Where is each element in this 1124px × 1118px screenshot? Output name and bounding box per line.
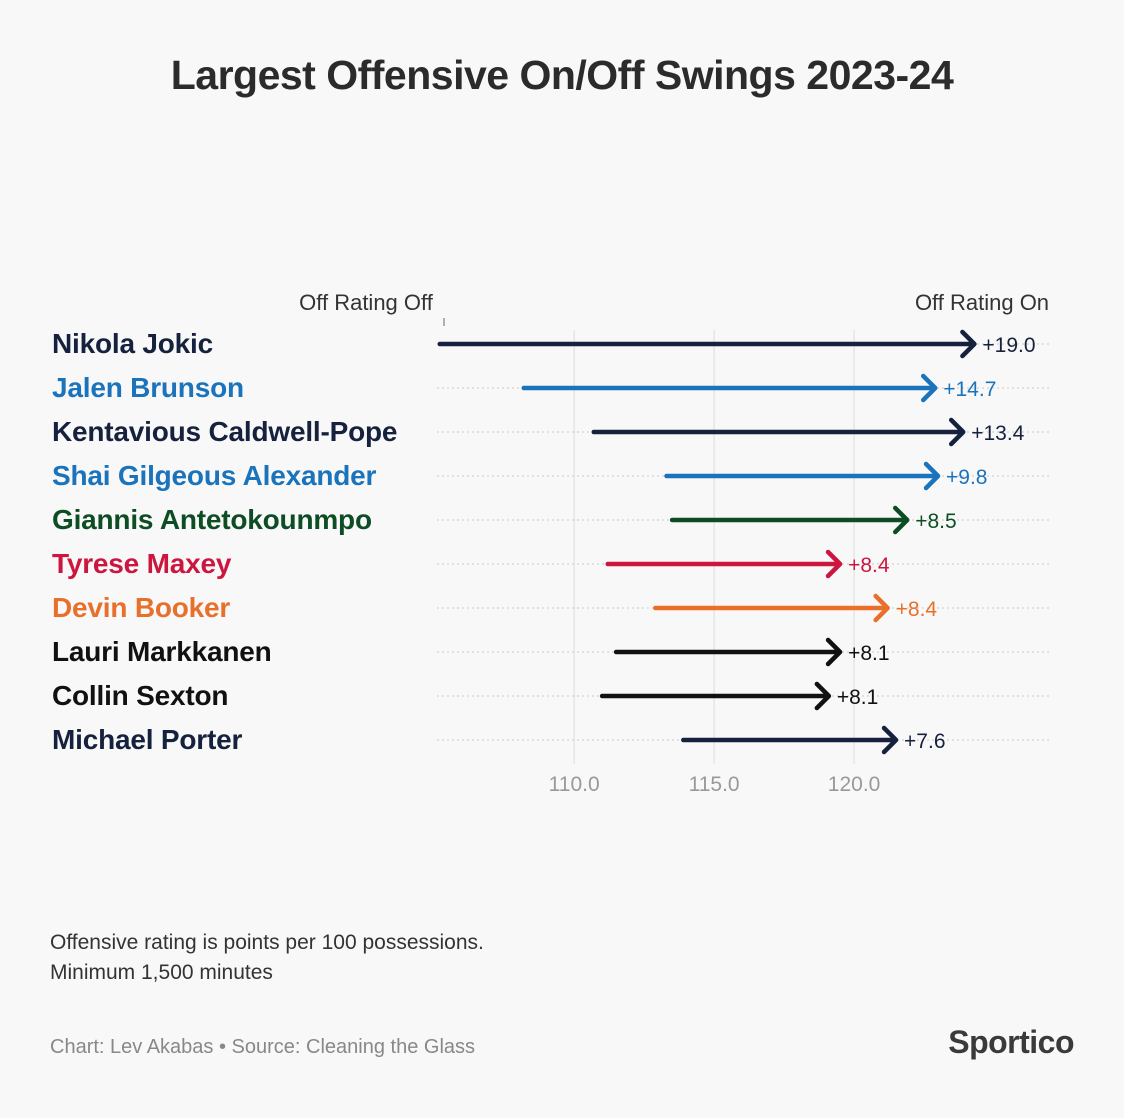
x-tick-label: 115.0 (689, 773, 740, 796)
footnote-line-2: Minimum 1,500 minutes (50, 961, 273, 984)
arrow-collin-sexton (599, 681, 832, 711)
player-name: Shai Gilgeous Alexander (52, 460, 377, 491)
off-rating-off-label: Off Rating Off (299, 290, 434, 315)
arrow-head (960, 329, 977, 359)
sportico-logo: Sportico (948, 1024, 1074, 1060)
player-name: Jalen Brunson (52, 372, 244, 403)
swing-labels: +19.0 +14.7 +13.4 +9.8 +8.5 +8.4 +8.4 +8.1 +8.1 +… (837, 334, 1036, 753)
arrow-head (920, 373, 938, 403)
x-tick-label: 120.0 (828, 773, 881, 796)
arrow-tyrese-maxey (605, 549, 843, 579)
swing-label: +8.5 (915, 510, 956, 533)
arrow-giannis-antetokounmpo (669, 505, 910, 535)
arrow-head (825, 549, 843, 579)
arrow-jalen-brunson (521, 373, 938, 403)
arrow-head (892, 505, 910, 535)
swing-label: +8.1 (848, 642, 889, 665)
swing-label: +8.4 (896, 598, 938, 621)
chart-credit: Chart: Lev Akabas • Source: Cleaning the… (50, 1036, 476, 1058)
arrow-devin-booker (653, 593, 890, 623)
player-name: Giannis Antetokounmpo (52, 504, 372, 535)
x-tick-labels: 110.0 115.0 120.0 (549, 773, 881, 796)
arrow-head (948, 417, 966, 447)
player-name: Lauri Markkanen (52, 636, 272, 667)
swing-label: +8.1 (837, 686, 878, 709)
player-name: Collin Sexton (52, 680, 229, 711)
player-name: Tyrese Maxey (52, 548, 232, 579)
arrow-head (881, 725, 899, 755)
arrow-lauri-markkanen (613, 637, 843, 667)
swing-label: +8.4 (848, 554, 890, 577)
arrow-head (825, 637, 843, 667)
arrow-kentavious-caldwell-pope (591, 417, 966, 447)
player-name: Devin Booker (52, 592, 231, 623)
swing-label: +7.6 (904, 730, 945, 753)
player-name: Kentavious Caldwell-Pope (52, 416, 398, 447)
player-name-list: Nikola Jokic Jalen Brunson Kentavious Cald… (52, 322, 397, 762)
arrow-nikola-jokic (437, 329, 977, 359)
swing-label: +13.4 (971, 422, 1024, 445)
arrow-head (923, 461, 941, 491)
footnote-line-1: Offensive rating is points per 100 posse… (50, 931, 484, 954)
swing-label: +14.7 (943, 378, 996, 401)
footnote: Offensive rating is points per 100 posse… (50, 928, 484, 988)
off-rating-on-label: Off Rating On (915, 290, 1049, 315)
player-name: Nikola Jokic (52, 328, 214, 359)
chart-title: Largest Offensive On/Off Swings 2023-24 (170, 52, 954, 98)
arrows (437, 329, 977, 755)
swing-label: +19.0 (982, 334, 1035, 357)
arrow-shai-gilgeous-alexander (664, 461, 941, 491)
swing-label: +9.8 (946, 466, 987, 489)
arrow-head (814, 681, 832, 711)
x-tick-label: 110.0 (549, 773, 600, 796)
row-guides (437, 343, 1050, 741)
arrow-michael-porter (681, 725, 899, 755)
player-name: Michael Porter (52, 724, 243, 755)
gridlines (573, 330, 855, 764)
arrow-head (873, 593, 890, 623)
